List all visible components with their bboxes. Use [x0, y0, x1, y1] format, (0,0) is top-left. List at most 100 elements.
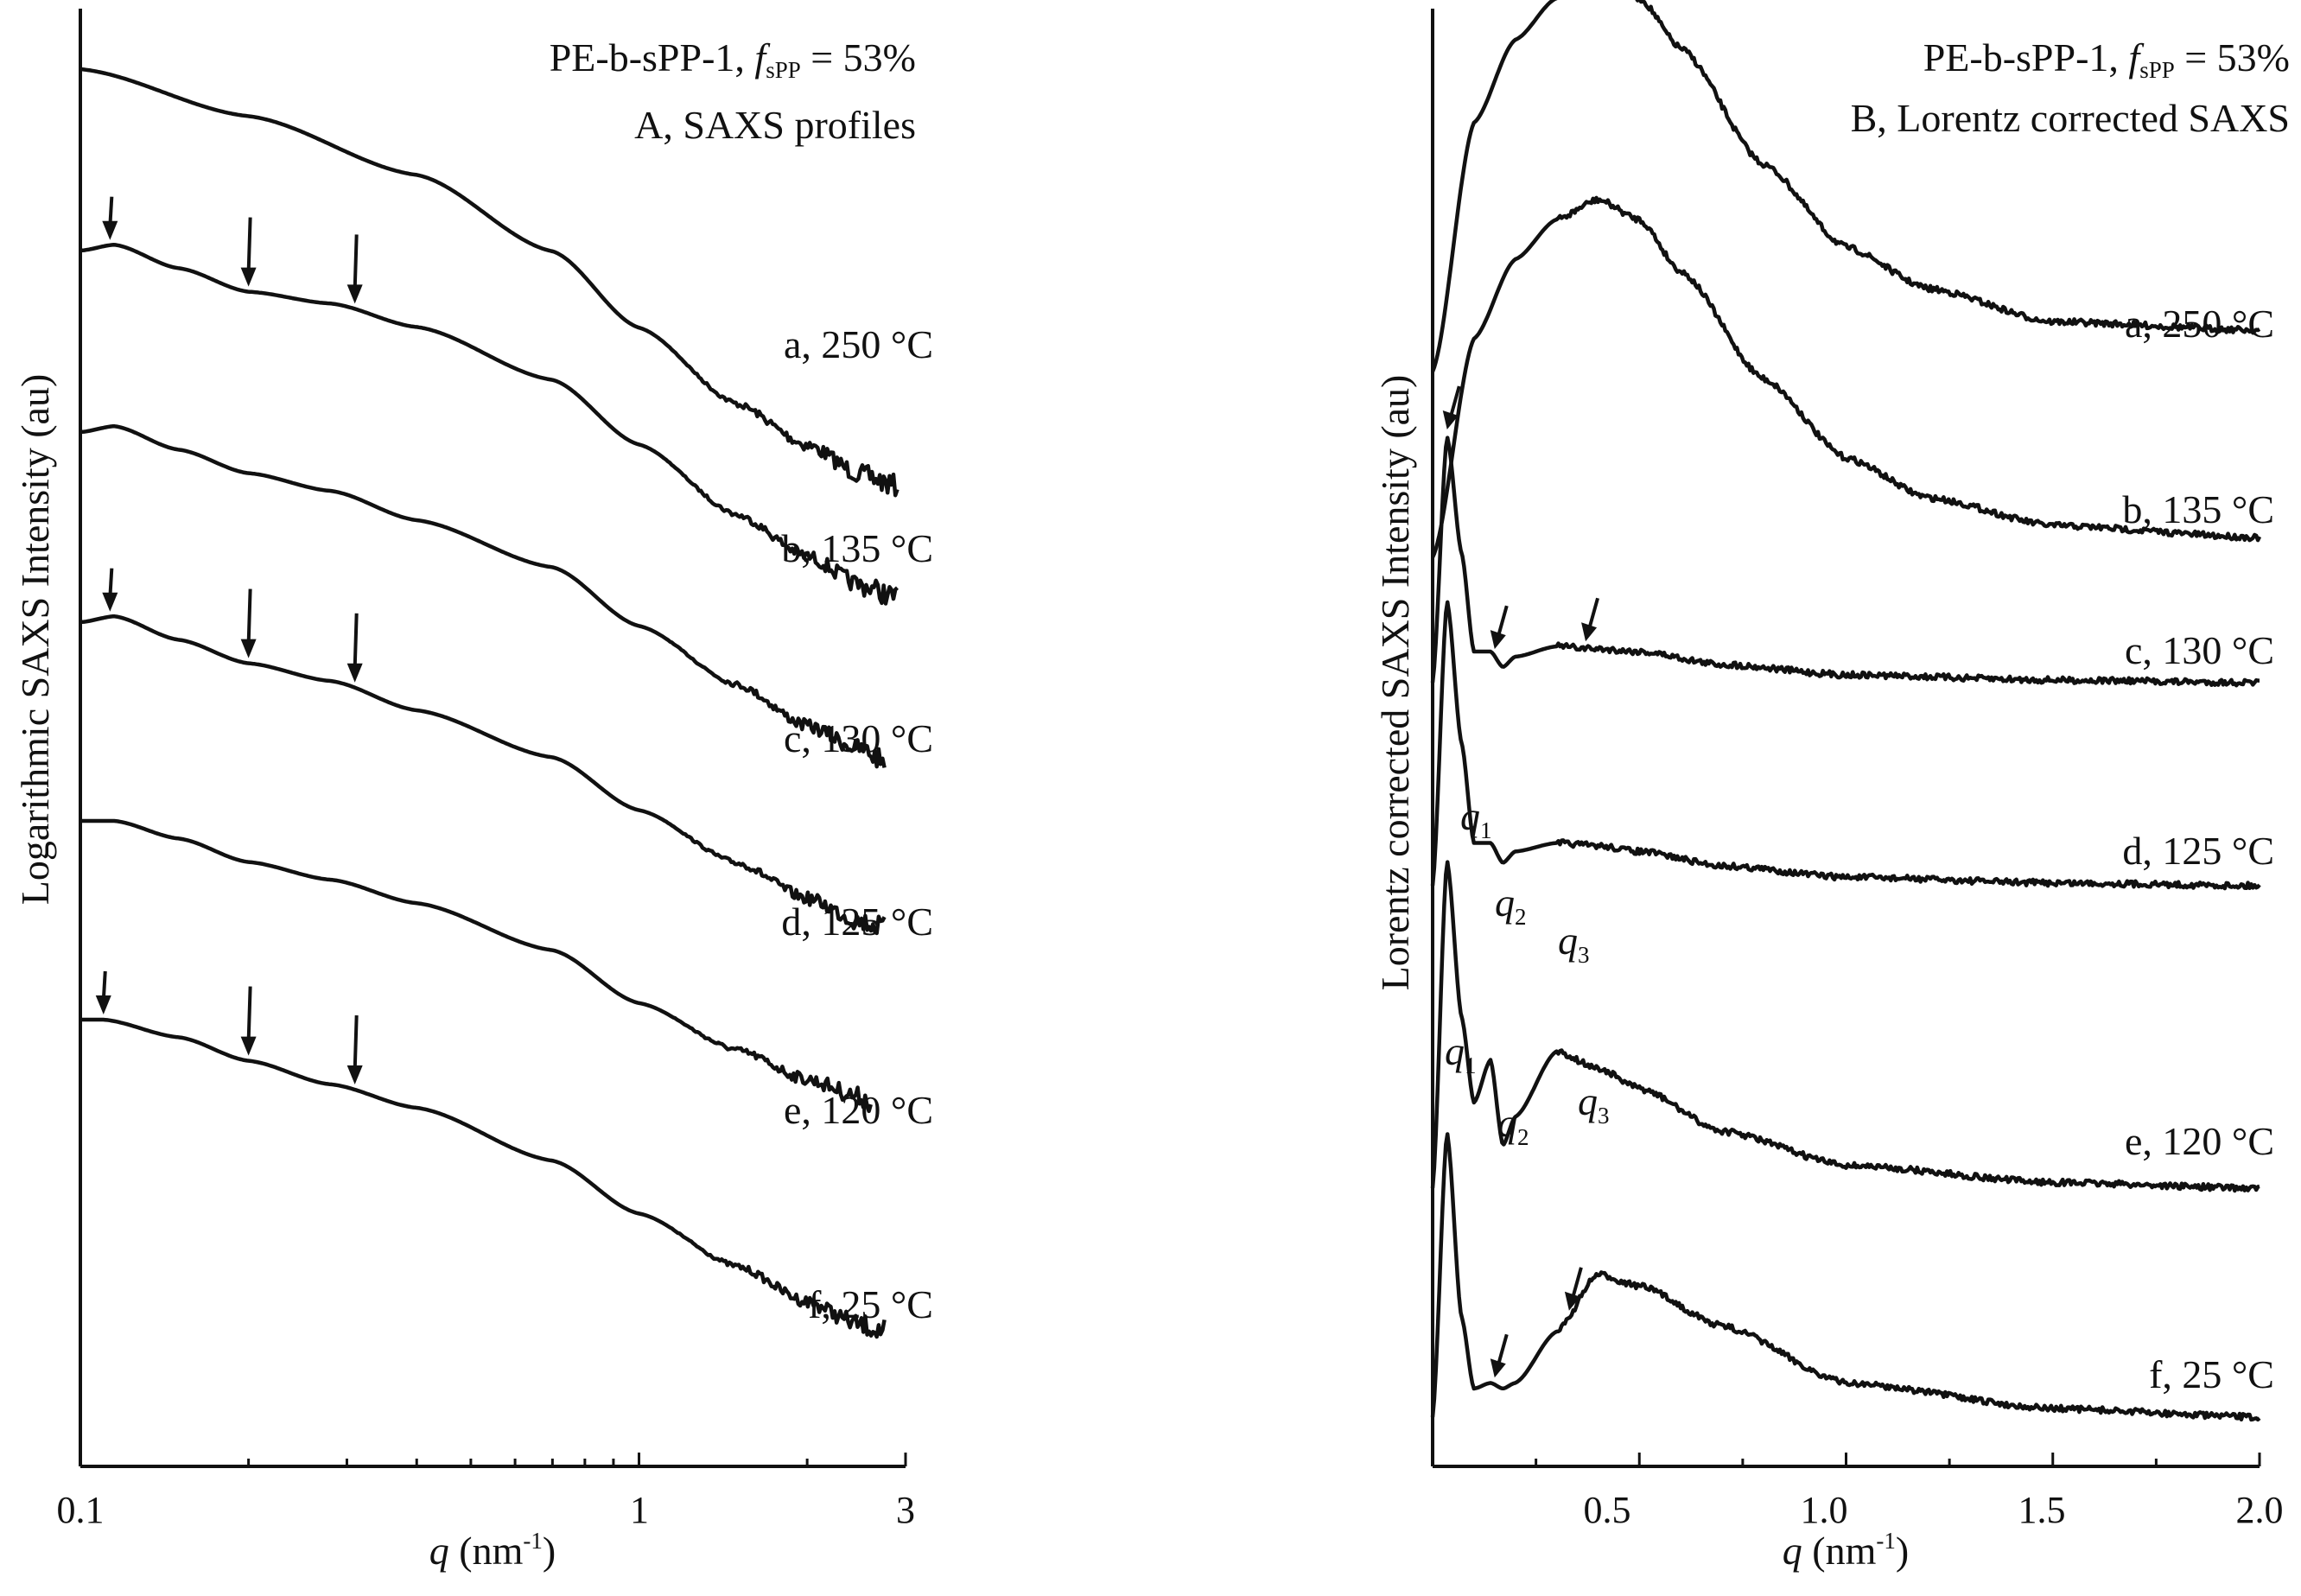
panel-a-curve-b-135-c — [79, 243, 899, 606]
peak-label-q2-f: q2 — [1497, 1101, 1529, 1150]
panel-b-x-label-var: q — [1783, 1529, 1802, 1573]
panel-b-curve-label-b-135-c: b, 135 °C — [2122, 487, 2274, 531]
panel-b-arrow-c-130-c-2 — [1587, 597, 1599, 630]
panel-a-curves — [79, 67, 899, 1339]
panel-b-curve-label-c-130-c: c, 130 °C — [2125, 628, 2274, 672]
panel-a-curve-a-250-c — [79, 67, 899, 498]
peak-q1-e-sub: 1 — [1480, 817, 1492, 843]
panel-a-arrowhead-d-125-c-1 — [240, 639, 257, 658]
panel-b: 0.5 1.0 1.5 2.0 q (nm-1) Lorentz correct… — [1373, 0, 2290, 1573]
panel-b-subtitle: B, Lorentz corrected SAXS — [1851, 96, 2290, 140]
panel-a-curve-f-25-c — [79, 1017, 887, 1339]
panel-b-title-sub: sPP — [2139, 57, 2175, 83]
peak-q2-f-sub: 2 — [1517, 1124, 1529, 1150]
panel-b-y-label: Lorentz corrected SAXS Intensity (au) — [1373, 375, 1417, 991]
panel-a-arrow-d-125-c-1 — [246, 588, 252, 645]
panel-b-arrow-c-130-c-1 — [1496, 605, 1509, 638]
panel-a-arrowhead-d-125-c-2 — [346, 663, 363, 683]
panel-a-arrowhead-b-135-c-1 — [240, 267, 257, 287]
panel-a-arrows — [95, 196, 363, 1085]
panel-a-x-label-close: ) — [543, 1529, 556, 1573]
panel-a-arrow-b-135-c-2 — [353, 234, 359, 290]
panel-b-tick-label-2: 1.5 — [2018, 1489, 2066, 1531]
panel-a-curve-label-d-125-c: d, 125 °C — [781, 900, 933, 944]
panel-b-arrowhead-f-25-c-0 — [1490, 1358, 1506, 1378]
panel-a-curve-d-125-c — [79, 614, 887, 936]
panel-b-x-ticks — [1535, 1453, 2261, 1466]
peak-label-q2-e: q2 — [1495, 881, 1527, 930]
panel-b-x-label: q (nm-1) — [1783, 1528, 1909, 1573]
panel-b-tick-label-1: 1.0 — [1801, 1489, 1848, 1531]
panel-b-curve-d-125-c — [1430, 600, 2261, 891]
panel-b-curve-b-135-c — [1430, 195, 2262, 558]
peak-q3-f-sub: 3 — [1598, 1103, 1610, 1129]
panel-a-curve-label-e-120-c: e, 120 °C — [784, 1088, 933, 1132]
panel-b-curve-a-250-c — [1430, 0, 2261, 372]
panel-b-x-label-unit: (nm — [1802, 1529, 1877, 1573]
panel-b-arrowhead-c-130-c-1 — [1490, 630, 1506, 650]
peak-q2-e-sub: 2 — [1515, 904, 1527, 930]
panel-b-title-prefix: PE-b-sPP-1, — [1923, 35, 2129, 79]
peak-label-q1-f: q1 — [1445, 1029, 1477, 1078]
peak-q3-e-var: q — [1558, 919, 1578, 963]
peak-q2-f-var: q — [1497, 1101, 1517, 1145]
panel-a-curve-labels: a, 250 °C b, 135 °C c, 130 °C d, 125 °C e, 1… — [781, 322, 933, 1326]
panel-a-title-sub: sPP — [766, 57, 801, 83]
panel-a-arrowhead-b-135-c-0 — [102, 220, 118, 240]
panel-b-arrowhead-c-130-c-2 — [1581, 622, 1598, 642]
peak-q1-e-var: q — [1460, 794, 1480, 838]
panel-a-tick-label-0: 0.1 — [57, 1489, 105, 1531]
peak-label-q3-e: q3 — [1558, 919, 1590, 968]
panel-b-x-label-close: ) — [1896, 1529, 1909, 1573]
panel-b-arrow-c-130-c-0 — [1448, 385, 1461, 418]
panel-a: 0.1 1 3 q (nm-1) Logarithmic SAXS Intens… — [13, 9, 933, 1573]
panel-a-arrow-d-125-c-2 — [353, 613, 359, 669]
panel-b-curves — [1430, 0, 2262, 1422]
panel-b-curve-c-130-c — [1430, 436, 2260, 688]
panel-b-arrow-f-25-c-0 — [1496, 1333, 1509, 1366]
peak-q2-e-var: q — [1495, 881, 1515, 925]
panel-a-x-label: q (nm-1) — [429, 1528, 556, 1573]
panel-b-curve-label-d-125-c: d, 125 °C — [2122, 829, 2274, 873]
panel-b-title: PE-b-sPP-1, fsPP = 53% — [1923, 35, 2290, 83]
panel-b-curve-e-120-c — [1430, 860, 2260, 1193]
panel-a-subtitle: A, SAXS profiles — [634, 103, 916, 147]
panel-a-x-ticks — [79, 1453, 907, 1466]
panel-a-y-label: Logarithmic SAXS Intensity (au) — [13, 374, 57, 906]
panel-b-tick-label-0: 0.5 — [1584, 1489, 1631, 1531]
panel-a-x-label-exp: -1 — [523, 1528, 543, 1554]
panel-b-curve-labels: a, 250 °C b, 135 °C c, 130 °C d, 125 °C e, 1… — [2122, 302, 2274, 1396]
peak-q3-e-sub: 3 — [1578, 942, 1590, 968]
peak-q3-f-var: q — [1578, 1079, 1598, 1123]
panel-b-arrow-f-25-c-1 — [1570, 1267, 1583, 1300]
peak-q1-f-var: q — [1445, 1029, 1465, 1073]
panel-b-curve-label-e-120-c: e, 120 °C — [2125, 1119, 2274, 1163]
panel-a-curve-label-c-130-c: c, 130 °C — [784, 716, 933, 760]
peak-q1-f-sub: 1 — [1465, 1052, 1477, 1078]
panel-a-arrow-f-25-c-1 — [246, 986, 252, 1042]
panel-a-x-label-var: q — [429, 1529, 449, 1573]
panel-b-x-label-exp: -1 — [1876, 1528, 1896, 1554]
panel-b-curve-f-25-c — [1430, 1132, 2261, 1422]
panel-a-curve-c-130-c — [79, 424, 887, 769]
panel-b-curve-label-f-25-c: f, 25 °C — [2149, 1352, 2274, 1396]
panel-a-tick-label-2: 3 — [896, 1489, 915, 1531]
panel-b-arrows — [1442, 385, 1599, 1378]
peak-label-q3-f: q3 — [1578, 1079, 1610, 1129]
panel-a-arrowhead-b-135-c-2 — [346, 284, 363, 304]
panel-a-title-prefix: PE-b-sPP-1, — [550, 35, 755, 79]
panel-a-arrow-f-25-c-2 — [353, 1014, 359, 1071]
panel-a-arrowhead-f-25-c-1 — [240, 1036, 257, 1056]
panel-a-title-suffix: = 53% — [801, 35, 916, 79]
panel-a-arrowhead-f-25-c-0 — [95, 995, 111, 1014]
panel-a-x-label-unit: (nm — [449, 1529, 524, 1573]
panel-b-curve-label-a-250-c: a, 250 °C — [2125, 302, 2274, 346]
panel-a-arrow-b-135-c-1 — [246, 217, 252, 273]
panel-b-arrowhead-f-25-c-1 — [1564, 1291, 1580, 1311]
panel-b-arrowhead-c-130-c-0 — [1442, 410, 1459, 429]
panel-b-title-suffix: = 53% — [2175, 35, 2290, 79]
panel-a-arrowhead-f-25-c-2 — [346, 1065, 363, 1085]
panel-a-curve-label-a-250-c: a, 250 °C — [784, 322, 933, 366]
peak-label-q1-e: q1 — [1460, 794, 1492, 843]
